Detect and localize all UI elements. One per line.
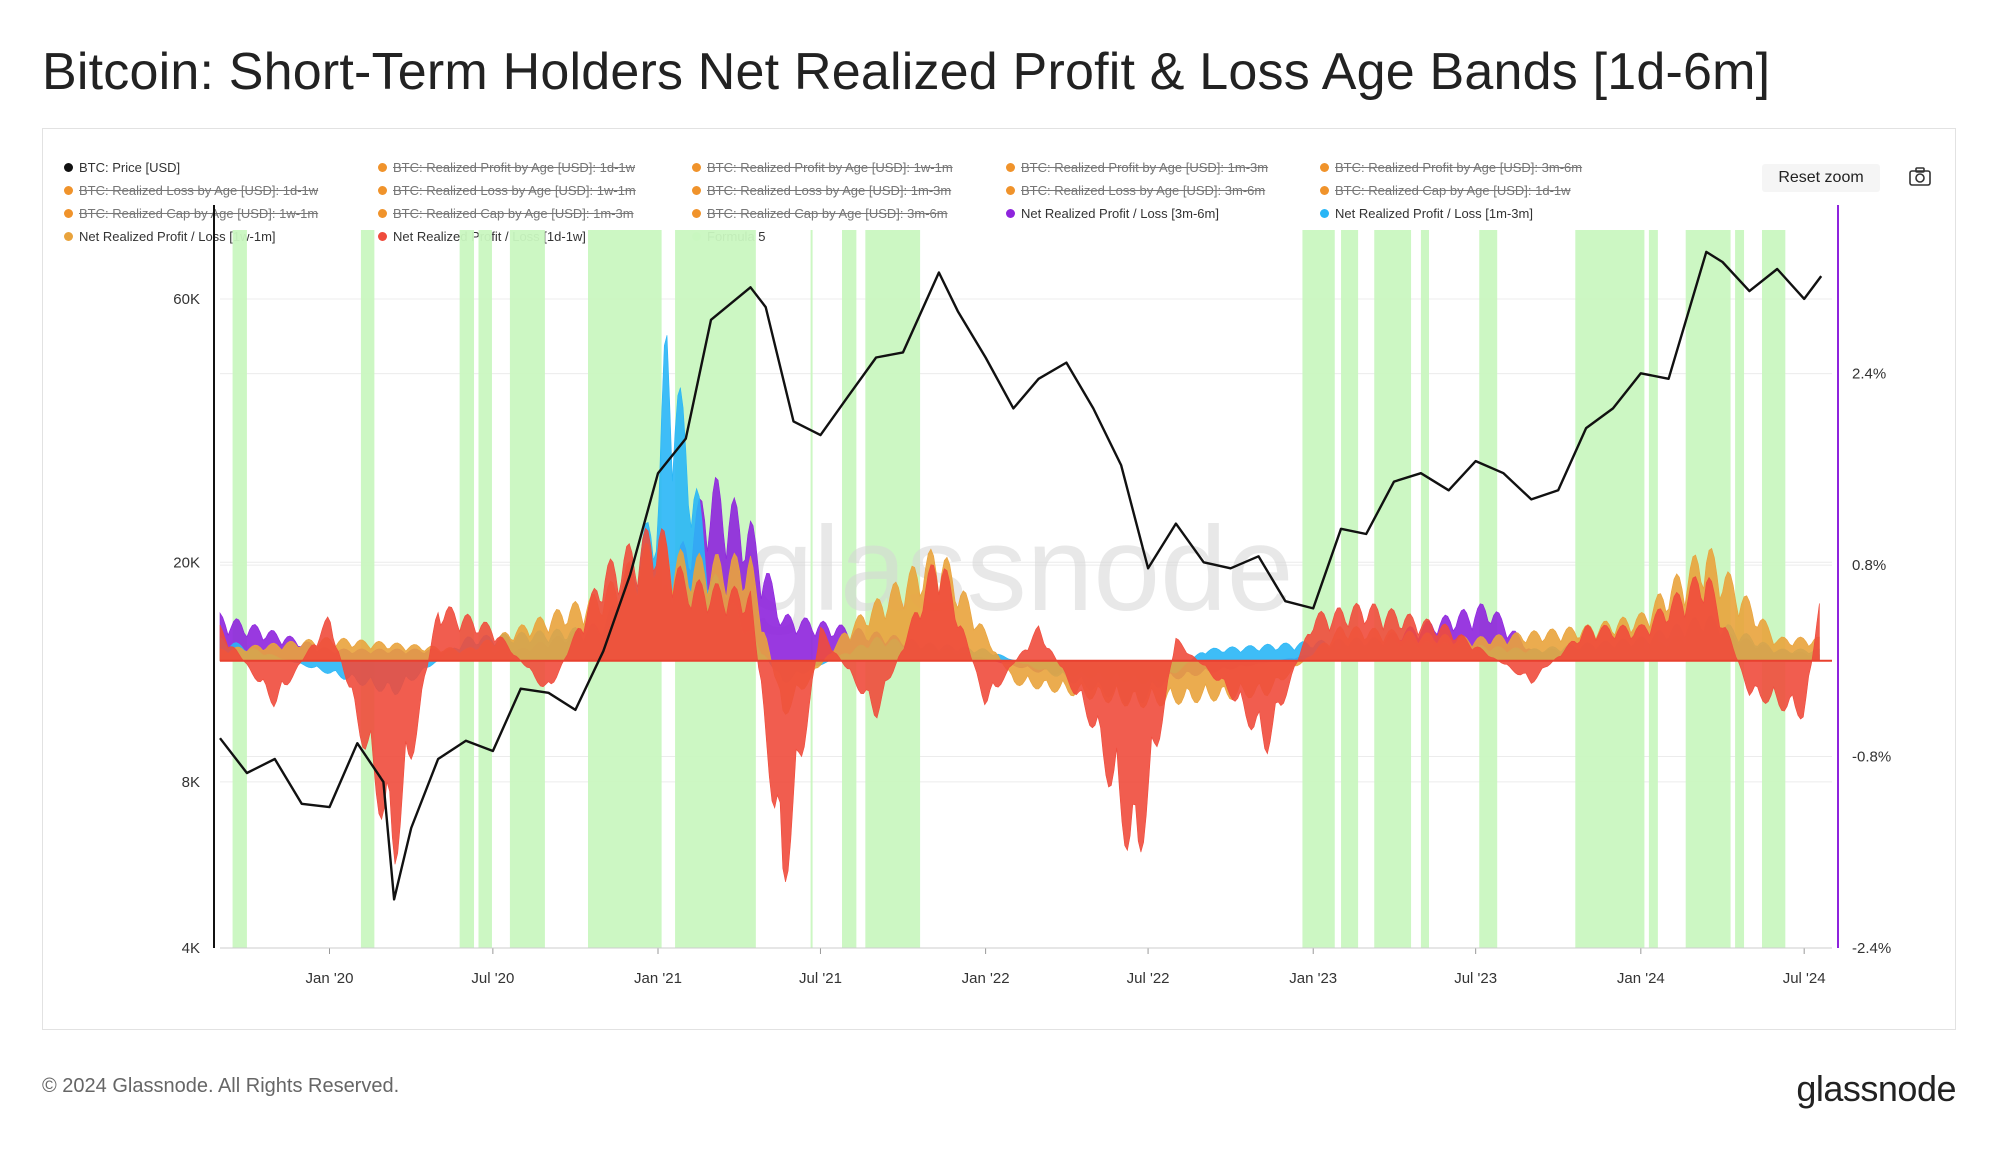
x-tick-label: Jan '21 <box>634 970 682 987</box>
legend-item[interactable]: Net Realized Profit / Loss [1w-1m] <box>64 229 276 244</box>
chart-frame <box>42 128 1956 1030</box>
legend-item[interactable]: BTC: Realized Profit by Age [USD]: 1m-3m <box>1006 160 1268 175</box>
legend-item[interactable]: BTC: Realized Profit by Age [USD]: 1d-1w <box>378 160 635 175</box>
legend-label: BTC: Price [USD] <box>79 160 181 175</box>
price-line <box>219 250 1823 901</box>
legend-item[interactable]: Net Realized Profit / Loss [1m-3m] <box>1320 206 1533 221</box>
y-left-tick-label: 60K <box>173 291 200 308</box>
y-left-tick-label: 8K <box>182 774 200 791</box>
formula5-band <box>360 230 375 948</box>
legend-dot-icon <box>64 209 73 218</box>
reset-zoom-button[interactable]: Reset zoom <box>1762 164 1880 192</box>
glassnode-logo: glassnode <box>1796 1068 1956 1109</box>
y-left-tick-label: 4K <box>182 940 200 957</box>
legend-dot-icon <box>1320 209 1329 218</box>
y-right-tick-label: 0.8% <box>1852 557 1886 574</box>
legend-label: Net Realized Profit / Loss [1w-1m] <box>79 229 276 244</box>
page-title: Bitcoin: Short-Term Holders Net Realized… <box>42 43 1771 101</box>
formula5-band <box>1302 230 1335 948</box>
legend-item[interactable]: BTC: Realized Cap by Age [USD]: 1m-3m <box>378 206 634 221</box>
legend-dot-icon <box>692 163 701 172</box>
x-tick-label: Jul '24 <box>1783 970 1826 987</box>
formula5-band <box>1341 230 1359 948</box>
legend-label: BTC: Realized Cap by Age [USD]: 3m-6m <box>707 206 948 221</box>
x-tick-label: Jul '22 <box>1127 970 1170 987</box>
legend-label: Net Realized Profit / Loss [3m-6m] <box>1021 206 1219 221</box>
legend-dot-icon <box>378 163 387 172</box>
legend-label: BTC: Realized Cap by Age [USD]: 1d-1w <box>1335 183 1571 198</box>
formula5-band <box>459 230 475 948</box>
formula5-band <box>810 230 813 948</box>
legend-item[interactable]: BTC: Realized Cap by Age [USD]: 1w-1m <box>64 206 318 221</box>
x-tick-label: Jan '23 <box>1289 970 1337 987</box>
camera-icon[interactable] <box>1908 166 1932 188</box>
legend-dot-icon <box>1320 163 1329 172</box>
legend-dot-icon <box>1006 186 1015 195</box>
formula5-band <box>232 230 247 948</box>
legend-label: BTC: Realized Cap by Age [USD]: 1m-3m <box>393 206 634 221</box>
y-right-tick-label: -2.4% <box>1852 940 1891 957</box>
legend-dot-icon <box>1006 209 1015 218</box>
x-tick-label: Jan '20 <box>306 970 354 987</box>
legend-label: BTC: Realized Cap by Age [USD]: 1w-1m <box>79 206 319 221</box>
formula5-band <box>1735 230 1745 948</box>
legend-item[interactable]: BTC: Realized Cap by Age [USD]: 1d-1w <box>1320 183 1571 198</box>
legend-label: BTC: Realized Loss by Age [USD]: 1m-3m <box>707 183 952 198</box>
legend-item[interactable]: BTC: Realized Loss by Age [USD]: 3m-6m <box>1006 183 1265 198</box>
legend-dot-icon <box>64 186 73 195</box>
formula5-band <box>1420 230 1429 948</box>
legend-dot-icon <box>1006 163 1015 172</box>
legend-dot-icon <box>378 186 387 195</box>
legend-dot-icon <box>64 232 73 241</box>
legend-label: Net Realized Profit / Loss [1m-3m] <box>1335 206 1533 221</box>
formula5-band <box>509 230 545 948</box>
formula5-band <box>1648 230 1658 948</box>
legend-item[interactable]: BTC: Realized Cap by Age [USD]: 3m-6m <box>692 206 948 221</box>
legend-label: BTC: Realized Loss by Age [USD]: 1w-1m <box>393 183 636 198</box>
x-tick-label: Jan '24 <box>1617 970 1665 987</box>
formula5-band <box>478 230 492 948</box>
legend-label: BTC: Realized Profit by Age [USD]: 1d-1w <box>393 160 636 175</box>
legend-item[interactable]: BTC: Realized Loss by Age [USD]: 1w-1m <box>378 183 636 198</box>
legend-item[interactable]: Net Realized Profit / Loss [3m-6m] <box>1006 206 1219 221</box>
x-tick-label: Jan '22 <box>962 970 1010 987</box>
x-tick-label: Jul '23 <box>1454 970 1497 987</box>
copyright-text: © 2024 Glassnode. All Rights Reserved. <box>42 1075 400 1097</box>
series-area <box>219 527 1820 882</box>
legend-dot-icon <box>64 163 73 172</box>
legend-label: BTC: Realized Profit by Age [USD]: 3m-6m <box>1335 160 1583 175</box>
legend-dot-icon <box>378 209 387 218</box>
watermark: glassnode <box>746 502 1293 636</box>
x-tick-label: Jul '20 <box>471 970 514 987</box>
formula5-band <box>1479 230 1498 948</box>
y-right-tick-label: -0.8% <box>1852 749 1891 766</box>
legend-item[interactable]: BTC: Price [USD] <box>64 160 180 175</box>
y-right-tick-label: 2.4% <box>1852 366 1886 383</box>
formula5-band <box>1761 230 1786 948</box>
y-left-tick-label: 20K <box>173 554 200 571</box>
legend-item[interactable]: BTC: Realized Profit by Age [USD]: 3m-6m <box>1320 160 1582 175</box>
legend-dot-icon <box>1320 186 1329 195</box>
legend-label: BTC: Realized Profit by Age [USD]: 1m-3m <box>1021 160 1269 175</box>
legend-label: BTC: Realized Loss by Age [USD]: 3m-6m <box>1021 183 1266 198</box>
legend-dot-icon <box>692 209 701 218</box>
legend-dot-icon <box>692 186 701 195</box>
x-tick-label: Jul '21 <box>799 970 842 987</box>
formula5-band <box>842 230 857 948</box>
legend-dot-icon <box>378 232 387 241</box>
legend-label: BTC: Realized Loss by Age [USD]: 1d-1w <box>79 183 319 198</box>
legend-item[interactable]: BTC: Realized Loss by Age [USD]: 1m-3m <box>692 183 951 198</box>
legend-item[interactable]: BTC: Realized Profit by Age [USD]: 1w-1m <box>692 160 953 175</box>
formula5-band <box>1374 230 1412 948</box>
legend-item[interactable]: BTC: Realized Loss by Age [USD]: 1d-1w <box>64 183 318 198</box>
formula5-band <box>1575 230 1645 948</box>
legend-label: BTC: Realized Profit by Age [USD]: 1w-1m <box>707 160 953 175</box>
